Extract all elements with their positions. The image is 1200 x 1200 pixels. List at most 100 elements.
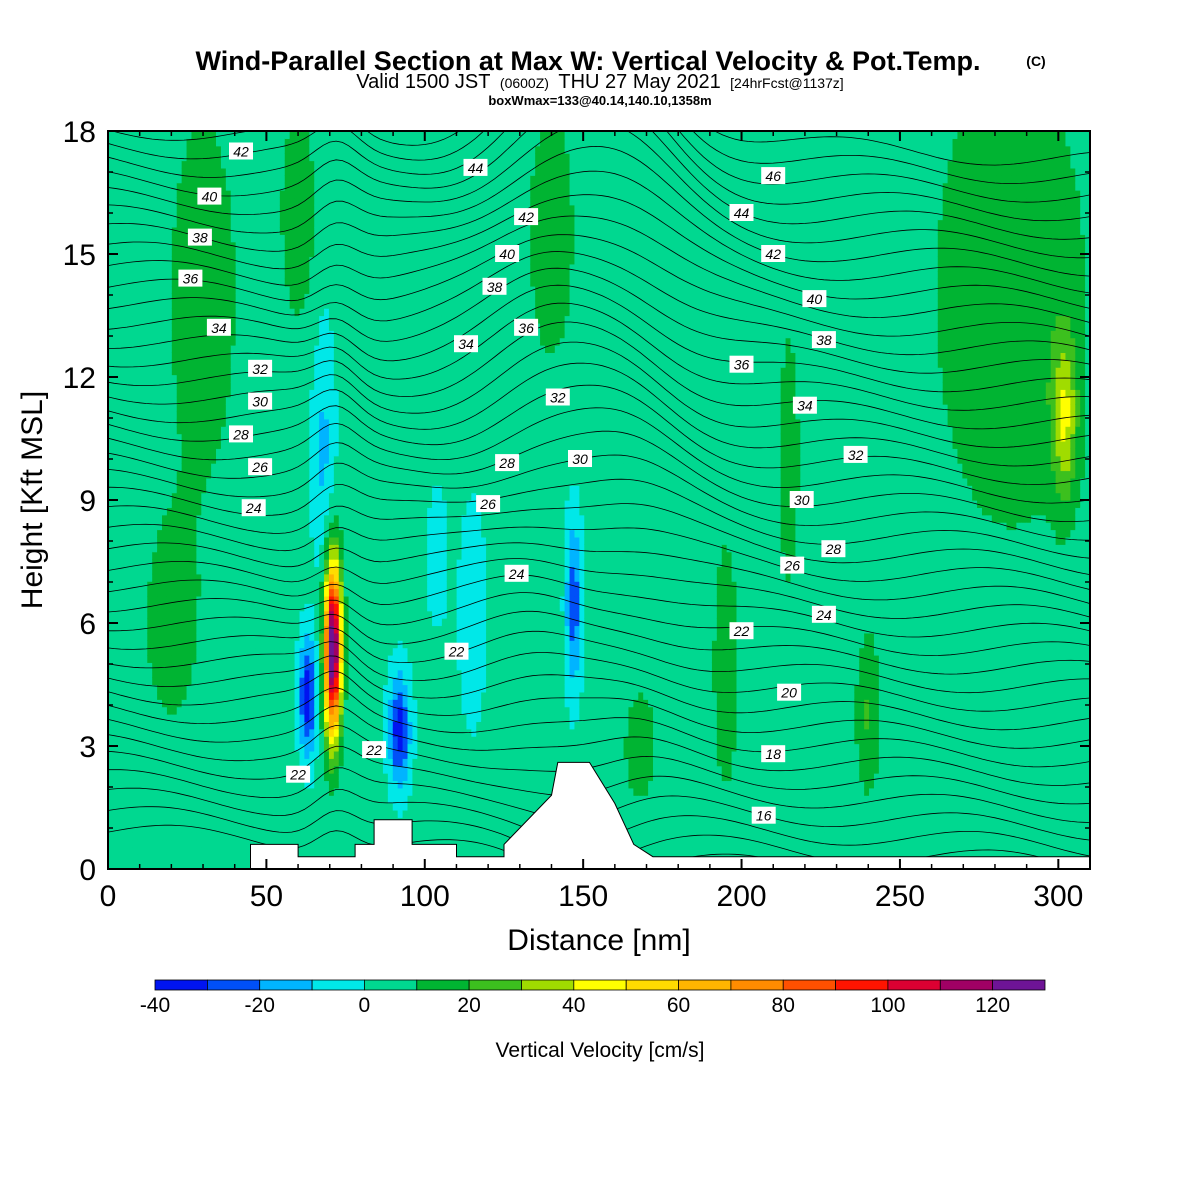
isentrope-label-text: 22 (289, 767, 306, 783)
colorbar-swatch (939, 979, 994, 991)
isentrope-label: 24 (811, 605, 836, 623)
isentrope-line (108, 302, 1090, 411)
isentrope-label: 32 (843, 445, 868, 463)
isentrope-line (108, 503, 1090, 575)
isentrope-label: 42 (229, 142, 253, 160)
subtitle-fcst: [24hrFcst@1137z] (730, 75, 844, 91)
isentrope-line (108, 170, 1090, 294)
colorbar-tick-label: 20 (457, 994, 480, 1017)
isentrope-label-text: 30 (794, 492, 810, 508)
isentrope-label: 38 (187, 228, 212, 246)
isentrope-label: 42 (761, 245, 786, 262)
isentrope-label: 22 (362, 741, 387, 759)
x-tick-label: 200 (717, 880, 767, 913)
colorbar-swatch (521, 979, 575, 991)
isentrope-label-text: 20 (780, 685, 797, 701)
isentrope-line (108, 407, 1090, 504)
colorbar-tick-label: 40 (562, 994, 585, 1017)
colorbar-swatch (782, 979, 837, 991)
isentrope-label-text: 46 (765, 168, 781, 184)
subtitle-date: THU 27 May 2021 (558, 71, 720, 93)
isentrope-line (108, 234, 1090, 337)
isentrope-label-text: 24 (815, 607, 832, 623)
isentrope-label-text: 42 (233, 144, 249, 160)
y-tick-label: 18 (63, 116, 96, 149)
colorbar-swatch (468, 979, 522, 991)
isentrope-line (108, 341, 1090, 448)
isentrope-line (108, 131, 1090, 203)
isentrope-label: 30 (568, 450, 592, 467)
isentrope-label: 28 (821, 540, 846, 558)
isentrope-label: 44 (463, 158, 488, 176)
colorbar-swatch (311, 979, 365, 991)
isentrope-label: 44 (729, 204, 754, 221)
isentrope-label-text: 36 (518, 320, 534, 336)
isentrope-line (108, 131, 1090, 222)
colorbar-swatch (835, 979, 889, 991)
isentrope-label-text: 38 (192, 230, 208, 246)
colorbar-swatch (625, 979, 680, 991)
isentrope-label-text: 32 (848, 447, 864, 463)
isentrope-line (108, 267, 1090, 374)
isentrope-line (108, 145, 1090, 277)
isentrope-label: 24 (504, 564, 529, 582)
isentrope-label-text: 24 (508, 566, 525, 582)
y-tick-label: 0 (79, 854, 96, 887)
isentrope-line (108, 362, 1090, 467)
isentrope-line (108, 251, 1090, 356)
y-tick-label: 15 (63, 239, 96, 272)
isentrope-label: 34 (792, 396, 817, 414)
isentrope-label: 28 (495, 454, 520, 472)
isentrope-label-text: 22 (448, 644, 465, 660)
colorbar-tick-label: 80 (772, 994, 795, 1017)
colorbar-tick-label: 120 (975, 994, 1010, 1017)
isentrope-label-text: 38 (816, 332, 832, 348)
x-tick-label: 100 (400, 880, 450, 913)
isentrope-label-text: 16 (756, 808, 772, 824)
isentrope-line (108, 610, 1090, 675)
isentrope-label-text: 44 (468, 160, 484, 176)
isentrope-label: 34 (206, 318, 231, 336)
isentrope-label: 24 (241, 499, 266, 517)
isentrope-line (108, 454, 1090, 541)
isentrope-label: 22 (729, 622, 754, 640)
isentrope-label-text: 26 (251, 459, 268, 475)
isentrope-label: 30 (248, 392, 273, 410)
isentrope-line (108, 705, 1090, 786)
isentrope-line (108, 641, 1090, 712)
y-axis-label: Height [Kft MSL] (16, 391, 49, 609)
isentrope-labels: 4240383634323028262422222244424038363432… (178, 142, 868, 824)
colorbar-swatch (416, 979, 470, 991)
chart-title: Wind-Parallel Section at Max W: Vertical… (196, 46, 981, 76)
isentrope-label: 36 (178, 269, 203, 287)
isentrope-label: 36 (514, 318, 539, 336)
isentrope-label: 38 (482, 277, 507, 295)
isentrope-label-text: 32 (252, 361, 268, 377)
colorbar-swatch (206, 979, 261, 991)
isentrope-label-text: 34 (458, 336, 474, 352)
x-axis-label: Distance [nm] (507, 924, 690, 957)
y-tick-label: 3 (79, 731, 96, 764)
isentrope-line (108, 542, 1090, 604)
colorbar-swatch (259, 979, 313, 991)
isentrope-line (108, 478, 1090, 559)
subtitle-zulu: (0600Z) (500, 75, 549, 91)
isentrope-line (108, 523, 1090, 590)
isentrope-label-text: 30 (252, 394, 268, 410)
isentrope-label-text: 24 (245, 500, 262, 516)
isentrope-label-text: 22 (733, 623, 750, 639)
colorbar-swatch (573, 979, 627, 991)
isentrope-label: 22 (444, 642, 469, 660)
isentrope-label-text: 26 (783, 558, 800, 574)
x-axis: 0 50 100 150 200 250 300 (100, 131, 1083, 913)
colorbar-tick-label: 0 (359, 994, 371, 1017)
isentrope-label: 26 (248, 458, 273, 476)
isentrope-label-text: 42 (518, 209, 534, 225)
isentrope-label-text: 38 (487, 279, 503, 295)
isentrope-label-text: 34 (211, 320, 227, 336)
isentrope-label: 32 (545, 388, 570, 406)
isentrope-label-text: 36 (734, 357, 750, 373)
isentrope-label: 42 (514, 208, 539, 226)
isentrope-line (714, 131, 1090, 166)
